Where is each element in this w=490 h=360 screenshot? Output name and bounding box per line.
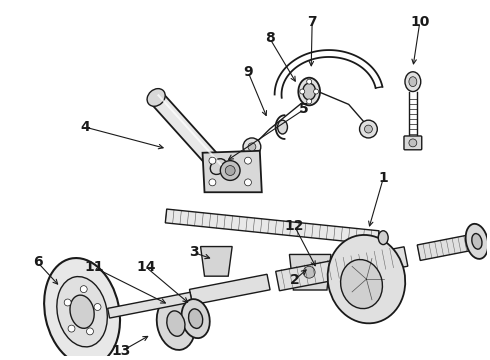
FancyBboxPatch shape [404,136,422,150]
Circle shape [94,303,101,310]
Circle shape [365,125,372,133]
Text: 2: 2 [290,273,299,287]
Circle shape [243,138,261,156]
Circle shape [209,157,216,164]
Ellipse shape [298,78,320,105]
Polygon shape [200,247,232,276]
Ellipse shape [147,89,165,106]
Circle shape [300,89,305,94]
Circle shape [225,166,235,175]
Ellipse shape [405,72,421,91]
Ellipse shape [44,258,120,360]
Ellipse shape [472,234,482,249]
Text: 8: 8 [265,31,274,45]
Ellipse shape [378,231,388,244]
Text: 6: 6 [33,255,43,269]
Text: 5: 5 [299,102,309,116]
Text: 4: 4 [80,120,90,134]
Ellipse shape [303,83,316,100]
Text: 3: 3 [189,246,198,260]
Circle shape [80,286,87,293]
Text: 12: 12 [285,219,304,233]
Circle shape [245,157,251,164]
Polygon shape [108,292,192,318]
Text: 13: 13 [112,344,131,358]
Ellipse shape [328,235,405,323]
Ellipse shape [167,311,185,336]
Circle shape [220,161,240,180]
Text: 11: 11 [84,260,104,274]
Ellipse shape [189,309,203,328]
Polygon shape [190,274,270,305]
Circle shape [245,179,251,186]
Text: 9: 9 [243,65,253,79]
Ellipse shape [157,297,195,350]
Polygon shape [276,247,408,291]
Ellipse shape [277,120,288,134]
Circle shape [209,179,216,186]
Circle shape [87,328,94,335]
Text: 7: 7 [307,15,317,30]
Circle shape [409,139,417,147]
Text: 1: 1 [378,171,388,185]
Polygon shape [202,151,262,192]
Polygon shape [150,92,224,172]
Circle shape [314,89,318,94]
Ellipse shape [57,276,107,347]
Ellipse shape [181,299,210,338]
Circle shape [307,79,312,84]
Ellipse shape [70,295,94,328]
Text: 14: 14 [137,260,156,274]
Circle shape [307,99,312,104]
Ellipse shape [466,224,488,259]
Circle shape [360,120,377,138]
Ellipse shape [210,159,226,175]
Circle shape [64,299,71,306]
Circle shape [303,266,315,278]
Polygon shape [417,235,469,260]
Circle shape [248,143,256,151]
Polygon shape [290,255,331,290]
Ellipse shape [409,77,417,87]
Ellipse shape [341,260,382,309]
Text: 10: 10 [410,15,429,30]
Circle shape [68,325,75,332]
Polygon shape [165,209,379,244]
